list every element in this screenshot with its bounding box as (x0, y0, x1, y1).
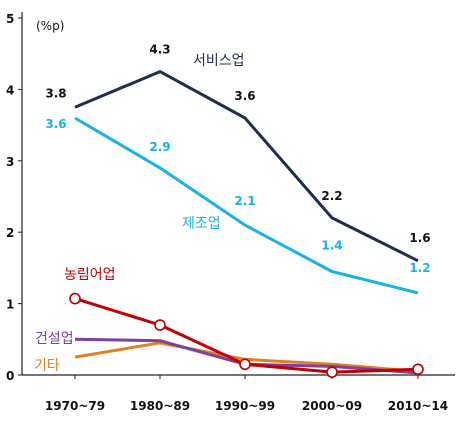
series-name-label: 기타 (34, 358, 60, 374)
chart-labels: 3.8 4.3 3.6 2.2 1.6 3.6 2.9 2.1 1.4 1.2 서비스업제조업농림어… (34, 43, 431, 374)
unit-label: (%p) (36, 19, 64, 33)
data-label: 1.4 (321, 238, 342, 252)
data-label: 3.6 (45, 117, 66, 131)
series-line-2 (74, 116, 419, 295)
data-label: 3.6 (234, 89, 255, 103)
y-tick-label: 3 (6, 155, 14, 169)
y-tick-label: 2 (6, 226, 14, 240)
data-label: 1.6 (409, 231, 430, 245)
y-tick-label: 1 (6, 298, 14, 312)
series-marker (412, 363, 424, 376)
data-label: 1.2 (409, 261, 430, 275)
chart-series (69, 70, 424, 378)
x-tick-label: 2010~14 (388, 399, 448, 413)
series-marker (69, 292, 81, 305)
data-label: 2.9 (149, 140, 170, 154)
x-tick-label: 1990~99 (215, 399, 275, 413)
x-tick-label: 1970~79 (45, 399, 105, 413)
series-name-label: 서비스업 (193, 53, 245, 69)
series-name-label: 농림어업 (64, 267, 116, 283)
chart-axes: 0 1 2 3 4 5 1970~79 1980~89 1990~99 2000~09 2010~1… (6, 12, 455, 413)
series-marker (154, 319, 166, 331)
y-tick-label: 4 (6, 83, 14, 97)
y-tick-label: 5 (6, 12, 14, 26)
data-label: 2.1 (234, 194, 255, 208)
series-line-1 (74, 70, 419, 263)
series-marker (239, 358, 251, 371)
x-tick-label: 1980~89 (130, 399, 190, 413)
series-marker (326, 366, 338, 378)
series-name-label: 제조업 (182, 216, 221, 232)
data-label: 3.8 (45, 86, 66, 100)
data-label: 2.2 (321, 189, 342, 203)
data-label: 4.3 (149, 43, 170, 57)
y-tick-label: 0 (6, 369, 14, 383)
series-name-label: 건설업 (35, 331, 74, 347)
x-tick-label: 2000~09 (302, 399, 362, 413)
